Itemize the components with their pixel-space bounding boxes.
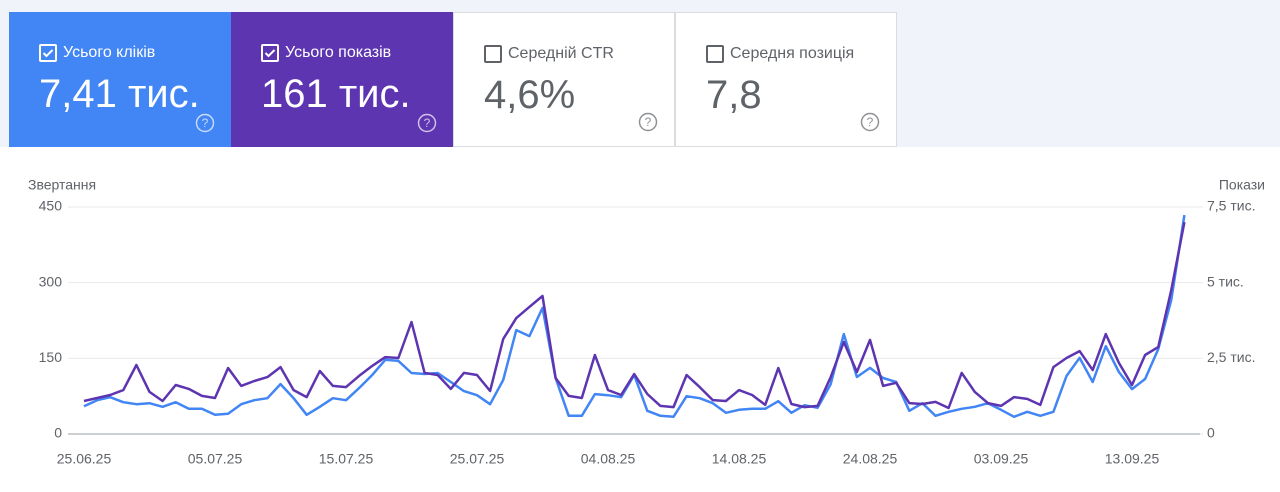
x-tick-label: 04.08.25 (581, 451, 636, 467)
y2-tick-label: 2,5 тис. (1207, 349, 1255, 365)
x-tick-label: 14.08.25 (712, 451, 767, 467)
help-icon[interactable]: ? (195, 113, 215, 133)
y-tick-label: 300 (39, 273, 63, 289)
x-tick-label: 05.07.25 (188, 451, 243, 467)
y2-tick-label: 0 (1207, 425, 1215, 441)
metric-card[interactable]: Усього кліків 7,41 тис. ? (9, 12, 231, 147)
svg-text:?: ? (645, 115, 652, 129)
x-tick-label: 15.07.25 (319, 451, 374, 467)
svg-text:?: ? (424, 116, 431, 130)
check-mark (42, 49, 54, 58)
metric-card[interactable]: Середня позиція 7,8 ? (675, 12, 897, 147)
svg-text:?: ? (202, 116, 209, 130)
card-value: 4,6% (484, 73, 576, 117)
x-tick-label: 13.09.25 (1105, 451, 1160, 467)
checkbox[interactable] (484, 45, 502, 63)
series-line (83, 214, 1186, 419)
series-line (83, 221, 1186, 410)
metric-card[interactable]: Середній CTR 4,6% ? (453, 12, 675, 147)
x-tick-label: 24.08.25 (843, 451, 898, 467)
y2-tick-label: 5 тис. (1207, 273, 1244, 289)
check-mark (264, 49, 276, 58)
card-label: Середня позиція (730, 45, 855, 62)
help-icon[interactable]: ? (860, 112, 880, 132)
y-axis-title: Звертання (28, 177, 96, 193)
card-label: Усього кліків (63, 44, 156, 61)
y2-axis-title: Покази (1219, 177, 1265, 193)
checkbox[interactable] (261, 44, 279, 62)
help-icon[interactable]: ? (638, 112, 658, 132)
checkbox[interactable] (39, 44, 57, 62)
x-tick-label: 03.09.25 (974, 451, 1029, 467)
y2-tick-label: 7,5 тис. (1207, 198, 1255, 214)
y-tick-label: 450 (39, 198, 63, 214)
metric-card[interactable]: Усього показів 161 тис. ? (231, 12, 453, 147)
x-tick-label: 25.07.25 (450, 451, 505, 467)
card-value: 7,41 тис. (39, 72, 200, 116)
y-tick-label: 150 (39, 349, 63, 365)
card-label: Усього показів (285, 44, 392, 61)
checkbox[interactable] (706, 45, 724, 63)
x-tick-label: 25.06.25 (57, 451, 112, 467)
svg-text:?: ? (867, 115, 874, 129)
card-value: 7,8 (706, 73, 762, 117)
card-value: 161 тис. (261, 72, 411, 116)
card-label: Середній CTR (508, 45, 614, 62)
help-icon[interactable]: ? (417, 113, 437, 133)
y-tick-label: 0 (54, 425, 62, 441)
